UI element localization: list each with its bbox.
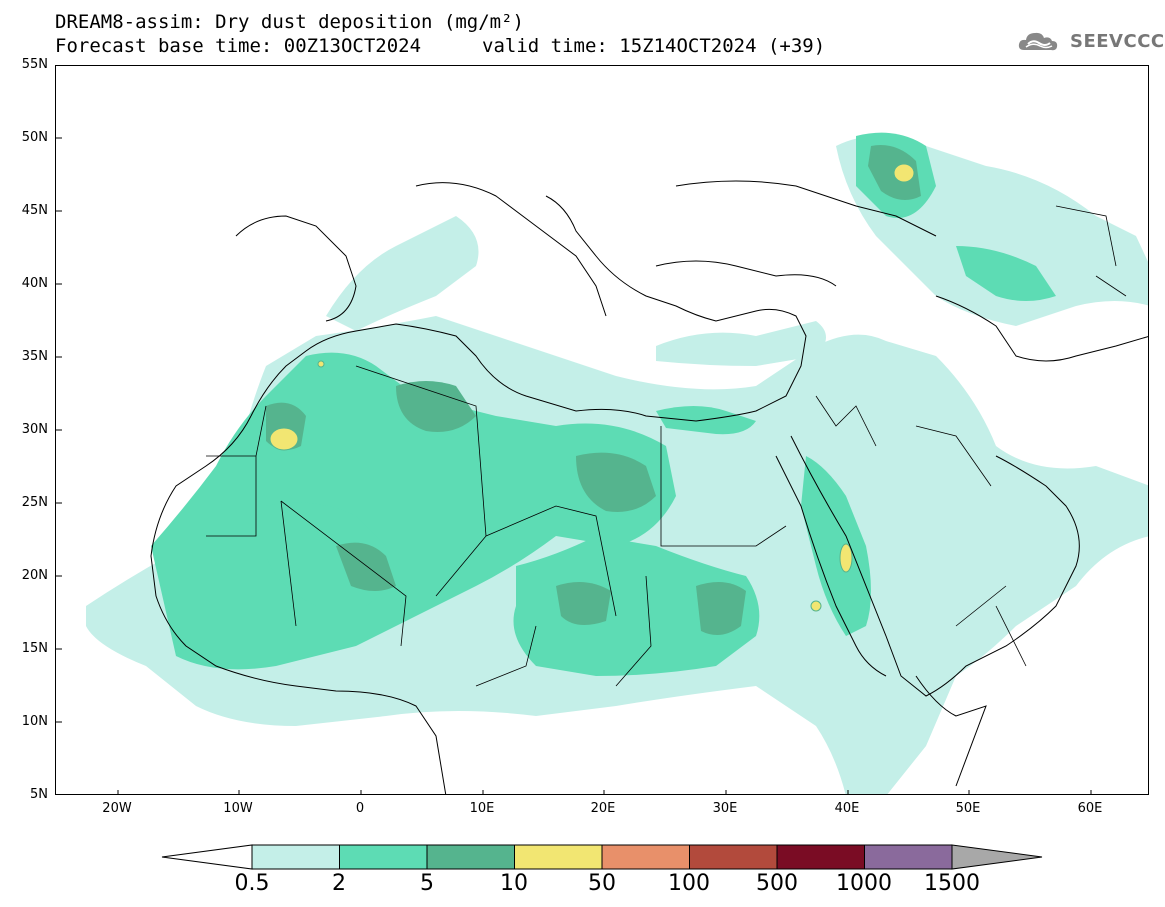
legend-swatch-4 xyxy=(602,845,690,869)
legend-swatch-3 xyxy=(515,845,603,869)
legend-label: 50 xyxy=(562,871,642,896)
lon-label: 10E xyxy=(457,801,507,816)
color-legend xyxy=(160,843,1044,873)
lat-label: 20N xyxy=(2,568,48,583)
lon-label: 20E xyxy=(578,801,628,816)
lat-label: 25N xyxy=(2,495,48,510)
legend-swatch-6 xyxy=(777,845,865,869)
legend-label: 500 xyxy=(737,871,817,896)
legend-label: 10 xyxy=(474,871,554,896)
lat-label: 55N xyxy=(2,57,48,72)
legend-label: 2 xyxy=(299,871,379,896)
lon-label: 30E xyxy=(700,801,750,816)
legend-swatch-2 xyxy=(427,845,515,869)
logo-text: SEEVCCC xyxy=(1070,31,1165,52)
legend-swatch-5 xyxy=(690,845,778,869)
legend-label: 0.5 xyxy=(212,871,292,896)
seevccc-logo: SEEVCCC xyxy=(1016,28,1165,54)
legend-label: 5 xyxy=(387,871,467,896)
lon-label: 20W xyxy=(92,801,142,816)
lat-label: 45N xyxy=(2,203,48,218)
map-canvas xyxy=(56,66,1149,795)
dust-deposition-map xyxy=(55,65,1149,795)
lat-label: 15N xyxy=(2,641,48,656)
lon-label: 10W xyxy=(213,801,263,816)
map-title: DREAM8-assim: Dry dust deposition (mg/m²… xyxy=(55,12,524,32)
legend-swatch-7 xyxy=(865,845,953,869)
lon-label: 0 xyxy=(335,801,385,816)
lat-label: 50N xyxy=(2,130,48,145)
lat-label: 10N xyxy=(2,714,48,729)
lat-label: 5N xyxy=(2,787,48,802)
lon-label: 50E xyxy=(943,801,993,816)
legend-over-arrow xyxy=(952,845,1042,869)
lon-label: 40E xyxy=(822,801,872,816)
lon-label: 60E xyxy=(1065,801,1115,816)
valid-time: valid time: 15Z14OCT2024 (+39) xyxy=(482,36,825,56)
legend-label: 1500 xyxy=(912,871,992,896)
lat-label: 40N xyxy=(2,276,48,291)
legend-label: 1000 xyxy=(824,871,904,896)
lat-label: 35N xyxy=(2,349,48,364)
lat-label: 30N xyxy=(2,422,48,437)
cloud-icon xyxy=(1016,28,1066,54)
legend-label: 100 xyxy=(649,871,729,896)
legend-swatch-1 xyxy=(340,845,428,869)
legend-under-arrow xyxy=(162,845,252,869)
forecast-base-time: Forecast base time: 00Z13OCT2024 xyxy=(55,36,421,56)
legend-swatch-0 xyxy=(252,845,340,869)
